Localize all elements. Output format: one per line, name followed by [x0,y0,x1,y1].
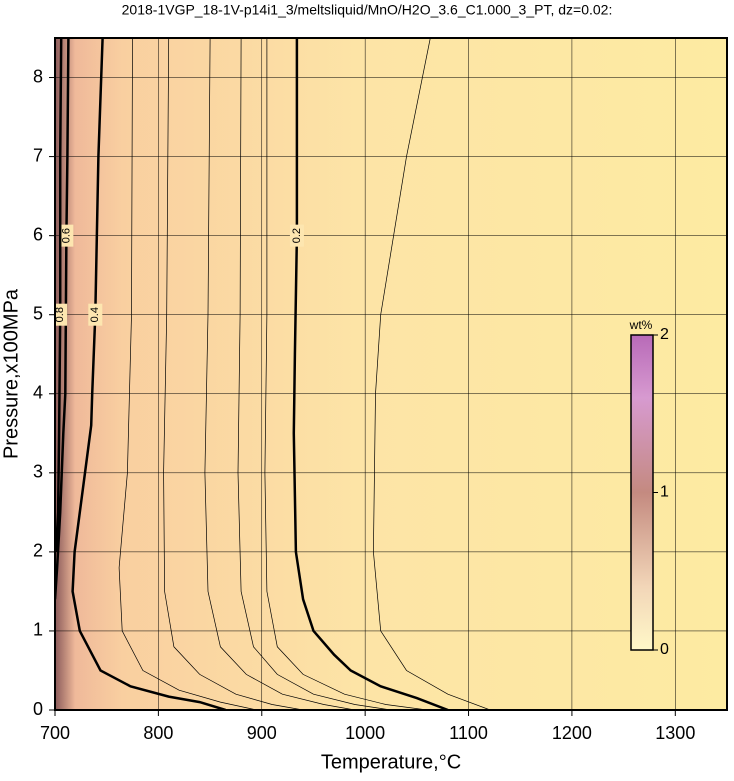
contour-label: 0.6 [60,228,72,243]
contour-label-group: 0.4 [88,303,103,326]
x-tick-label: 800 [143,723,173,743]
chart-title: 2018-1VGP_18-1V-p14i1_3/meltsliquid/MnO/… [122,2,613,18]
contour-line [55,38,70,600]
contour-line [71,38,226,710]
contour-line [292,38,449,710]
colorbar [630,334,654,651]
y-tick-label: 4 [33,383,43,403]
x-tick-label: 1300 [655,723,695,743]
colorbar-tick-label: 0 [660,641,669,658]
contour-label: 0.8 [54,307,66,322]
plot-field [55,38,727,710]
y-tick-label: 2 [33,541,43,561]
contour-line [264,38,428,710]
contour-label: 0.4 [89,307,101,322]
y-tick-label: 0 [33,699,43,719]
plot-frame [54,37,728,711]
contour-label-bg [88,303,103,326]
x-tick-label: 900 [247,723,277,743]
y-tick-label: 5 [33,303,43,323]
y-tick-label: 3 [33,462,43,482]
contour-label: 0.2 [291,228,303,243]
contour-label-group: 0.6 [59,224,74,247]
contour-label-bg [55,303,68,326]
colorbar-tick-label: 1 [660,484,669,501]
y-tick-label: 8 [33,66,43,86]
y-tick-label: 6 [33,224,43,244]
x-tick-label: 1200 [552,723,592,743]
colorbar-label: wt% [629,318,653,332]
x-tick-label: 1000 [345,723,385,743]
contour-label-group: 0.8 [54,303,68,326]
contour-label-group: 0.2 [289,224,304,247]
x-tick-label: 1100 [449,723,488,743]
contour-line [373,38,491,710]
colorbar-tick-label: 2 [660,326,669,343]
contour-label-bg [59,224,74,247]
contour-line [163,38,304,710]
y-tick-label: 7 [33,145,43,165]
contour-line [204,38,355,710]
contour-line [55,38,63,552]
x-tick-label: 700 [40,723,70,743]
contours: 0.2 0.4 0.6 0.8 [54,38,491,710]
y-tick-label: 1 [33,620,43,640]
contour-line [237,38,392,710]
x-axis-label: Temperature,°C [321,751,461,773]
grid [54,38,727,711]
contour-line [118,38,257,710]
y-axis-label: Pressure,x100MPa [0,288,22,459]
contour-label-bg [289,224,304,247]
